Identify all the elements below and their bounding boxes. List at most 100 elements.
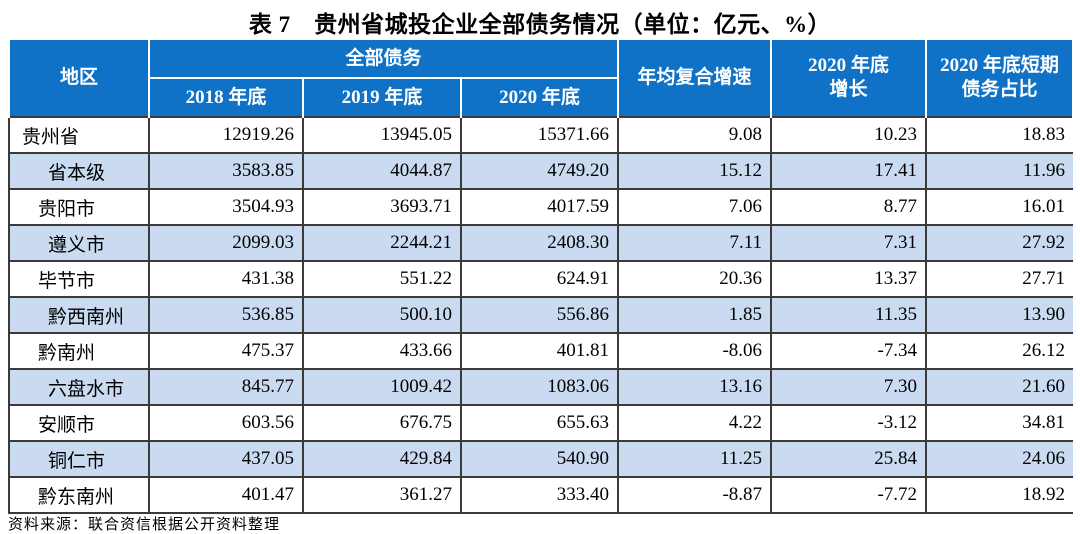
value-cell: 2099.03 xyxy=(148,224,304,262)
value-cell: 3504.93 xyxy=(148,188,304,226)
value-cell: 7.31 xyxy=(770,224,928,262)
region-cell: 黔南州 xyxy=(8,332,150,370)
table-title: 表 7 贵州省城投企业全部债务情况（单位：亿元、%） xyxy=(248,12,832,37)
value-cell: 26.12 xyxy=(925,332,1074,370)
value-cell: 556.86 xyxy=(459,296,620,334)
value-cell: 15.12 xyxy=(617,152,773,190)
region-cell: 贵州省 xyxy=(8,116,150,154)
table-row: 黔南州 475.37 433.66 401.81 -8.06 -7.34 26.… xyxy=(8,332,1074,370)
value-cell: 13.16 xyxy=(617,368,773,406)
table-row: 黔东南州 401.47 361.27 333.40 -8.87 -7.72 18… xyxy=(8,476,1074,514)
value-cell: 433.66 xyxy=(302,332,462,370)
value-cell: 8.77 xyxy=(770,188,928,226)
value-cell: 401.81 xyxy=(459,332,620,370)
table-row: 毕节市 431.38 551.22 624.91 20.36 13.37 27.… xyxy=(8,260,1074,298)
region-cell: 六盘水市 xyxy=(8,368,150,406)
value-cell: 603.56 xyxy=(148,404,304,442)
value-cell: 11.96 xyxy=(925,152,1074,190)
value-cell: 475.37 xyxy=(148,332,304,370)
value-cell: 17.41 xyxy=(770,152,928,190)
table-row: 铜仁市 437.05 429.84 540.90 11.25 25.84 24.… xyxy=(8,440,1074,478)
value-cell: -8.06 xyxy=(617,332,773,370)
value-cell: 27.71 xyxy=(925,260,1074,298)
region-cell: 黔西南州 xyxy=(8,296,150,334)
value-cell: 429.84 xyxy=(302,440,462,478)
region-cell: 毕节市 xyxy=(8,260,150,298)
value-cell: 845.77 xyxy=(148,368,304,406)
value-cell: 27.92 xyxy=(925,224,1074,262)
value-cell: 536.85 xyxy=(148,296,304,334)
region-cell: 贵阳市 xyxy=(8,188,150,226)
value-cell: 15371.66 xyxy=(459,116,620,154)
value-cell: 13.90 xyxy=(925,296,1074,334)
value-cell: 4.22 xyxy=(617,404,773,442)
value-cell: -8.87 xyxy=(617,476,773,514)
value-cell: 3583.85 xyxy=(148,152,304,190)
value-cell: 18.83 xyxy=(925,116,1074,154)
value-cell: -7.34 xyxy=(770,332,928,370)
value-cell: 431.38 xyxy=(148,260,304,298)
region-cell: 铜仁市 xyxy=(8,440,150,478)
table-row: 贵阳市 3504.93 3693.71 4017.59 7.06 8.77 16… xyxy=(8,188,1074,226)
value-cell: 25.84 xyxy=(770,440,928,478)
value-cell: 7.06 xyxy=(617,188,773,226)
value-cell: 4044.87 xyxy=(302,152,462,190)
table-row: 遵义市 2099.03 2244.21 2408.30 7.11 7.31 27… xyxy=(8,224,1074,262)
value-cell: 676.75 xyxy=(302,404,462,442)
value-cell: -3.12 xyxy=(770,404,928,442)
value-cell: 18.92 xyxy=(925,476,1074,514)
value-cell: 12919.26 xyxy=(148,116,304,154)
table-row: 黔西南州 536.85 500.10 556.86 1.85 11.35 13.… xyxy=(8,296,1074,334)
table-body: 贵州省 12919.26 13945.05 15371.66 9.08 10.2… xyxy=(8,116,1074,514)
table-row: 六盘水市 845.77 1009.42 1083.06 13.16 7.30 2… xyxy=(8,368,1074,406)
header-year-2020: 2020 年底 xyxy=(459,77,620,117)
value-cell: 437.05 xyxy=(148,440,304,478)
value-cell: 11.35 xyxy=(770,296,928,334)
header-cagr: 年均复合增速 xyxy=(617,38,773,117)
value-cell: 9.08 xyxy=(617,116,773,154)
value-cell: 1083.06 xyxy=(459,368,620,406)
value-cell: 16.01 xyxy=(925,188,1074,226)
value-cell: 540.90 xyxy=(459,440,620,478)
value-cell: 13.37 xyxy=(770,260,928,298)
value-cell: 401.47 xyxy=(148,476,304,514)
value-cell: 1009.42 xyxy=(302,368,462,406)
value-cell: 1.85 xyxy=(617,296,773,334)
value-cell: -7.72 xyxy=(770,476,928,514)
value-cell: 4749.20 xyxy=(459,152,620,190)
value-cell: 7.11 xyxy=(617,224,773,262)
region-cell: 黔东南州 xyxy=(8,476,150,514)
header-region: 地区 xyxy=(8,38,150,117)
value-cell: 3693.71 xyxy=(302,188,462,226)
table-row: 贵州省 12919.26 13945.05 15371.66 9.08 10.2… xyxy=(8,116,1074,154)
value-cell: 655.63 xyxy=(459,404,620,442)
value-cell: 7.30 xyxy=(770,368,928,406)
value-cell: 34.81 xyxy=(925,404,1074,442)
debt-table: 地区 全部债务 年均复合增速 2020 年底 增长 2020 年底短期 债务占比… xyxy=(8,38,1075,514)
header-growth-2020: 2020 年底 增长 xyxy=(770,38,928,117)
value-cell: 361.27 xyxy=(302,476,462,514)
value-cell: 2244.21 xyxy=(302,224,462,262)
table-row: 安顺市 603.56 676.75 655.63 4.22 -3.12 34.8… xyxy=(8,404,1074,442)
table-row: 省本级 3583.85 4044.87 4749.20 15.12 17.41 … xyxy=(8,152,1074,190)
value-cell: 333.40 xyxy=(459,476,620,514)
source-note: 资料来源：联合资信根据公开资料整理 xyxy=(8,517,281,533)
header-short-term-ratio-2020: 2020 年底短期 债务占比 xyxy=(925,38,1075,117)
value-cell: 24.06 xyxy=(925,440,1074,478)
header-total-debt-group: 全部债务 xyxy=(147,38,620,78)
header-year-2018: 2018 年底 xyxy=(148,77,304,117)
value-cell: 4017.59 xyxy=(459,188,620,226)
value-cell: 11.25 xyxy=(617,440,773,478)
table-header: 地区 全部债务 年均复合增速 2020 年底 增长 2020 年底短期 债务占比… xyxy=(8,38,1075,117)
region-cell: 省本级 xyxy=(8,152,150,190)
value-cell: 2408.30 xyxy=(459,224,620,262)
region-cell: 安顺市 xyxy=(8,404,150,442)
value-cell: 551.22 xyxy=(302,260,462,298)
region-cell: 遵义市 xyxy=(8,224,150,262)
value-cell: 500.10 xyxy=(302,296,462,334)
value-cell: 21.60 xyxy=(925,368,1074,406)
value-cell: 624.91 xyxy=(459,260,620,298)
header-year-2019: 2019 年底 xyxy=(302,77,462,117)
value-cell: 10.23 xyxy=(770,116,928,154)
